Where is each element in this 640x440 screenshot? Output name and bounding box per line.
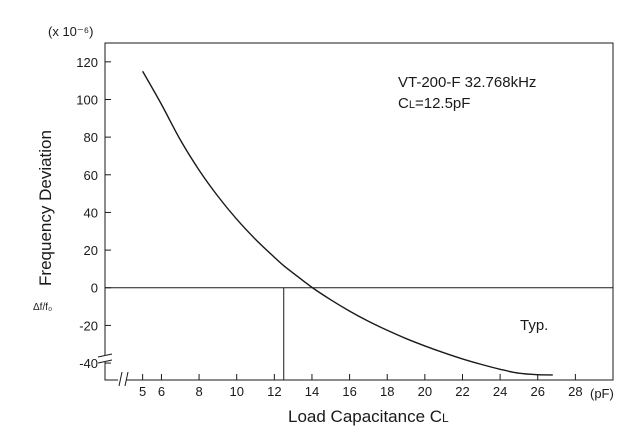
x-tick-label: 22 — [455, 384, 469, 399]
annotation-model: VT-200-F 32.768kHz — [398, 74, 536, 91]
x-tick-label: 24 — [493, 384, 507, 399]
annotation-load: CL=12.5pF — [398, 95, 470, 112]
x-tick-label: 20 — [418, 384, 432, 399]
series-line — [142, 70, 553, 376]
y-tick-label: 100 — [76, 92, 98, 107]
annotation-load-sub: L — [409, 99, 415, 111]
y-tick-label: -40 — [79, 356, 98, 371]
y-axis-ticks: 120 100 80 60 40 20 0 -20 -40 — [76, 55, 111, 371]
y-axis-unit: (x 10⁻⁶) — [48, 24, 93, 39]
y-tick-label: -20 — [79, 318, 98, 333]
x-tick-label: 12 — [267, 384, 281, 399]
y-tick-label: 120 — [76, 55, 98, 70]
x-tick-label: 14 — [305, 384, 319, 399]
x-axis-title-main: Load Capacitance C — [288, 407, 442, 426]
y-axis-symbol: Δf/f₀ — [33, 302, 52, 313]
plot-frame — [104, 42, 614, 381]
x-axis-unit: (pF) — [590, 386, 614, 401]
y-tick-label: 80 — [84, 130, 98, 145]
x-tick-label: 10 — [229, 384, 243, 399]
y-tick-label: 60 — [84, 168, 98, 183]
y-tick-label: 0 — [91, 281, 98, 296]
x-tick-label: 26 — [531, 384, 545, 399]
x-axis-title-sub: L — [442, 411, 449, 425]
x-tick-label: 6 — [158, 384, 165, 399]
y-axis-break-mark — [97, 353, 113, 364]
x-tick-label: 5 — [139, 384, 146, 399]
x-axis-ticks: 5 6 8 10 12 14 16 18 20 22 24 26 28 — [139, 374, 583, 399]
x-axis-title: Load Capacitance CL — [288, 407, 449, 426]
x-tick-label: 28 — [568, 384, 582, 399]
x-tick-label: 18 — [380, 384, 394, 399]
typical-label: Typ. — [520, 317, 548, 334]
x-tick-label: 8 — [195, 384, 202, 399]
x-axis-break-mark — [118, 371, 129, 387]
y-axis-title: Frequency Deviation — [36, 130, 55, 286]
annotation-load-suffix: =12.5pF — [415, 95, 470, 112]
y-tick-label: 40 — [84, 205, 98, 220]
annotation-load-prefix: C — [398, 95, 409, 112]
y-tick-label: 20 — [84, 243, 98, 258]
x-tick-label: 16 — [342, 384, 356, 399]
